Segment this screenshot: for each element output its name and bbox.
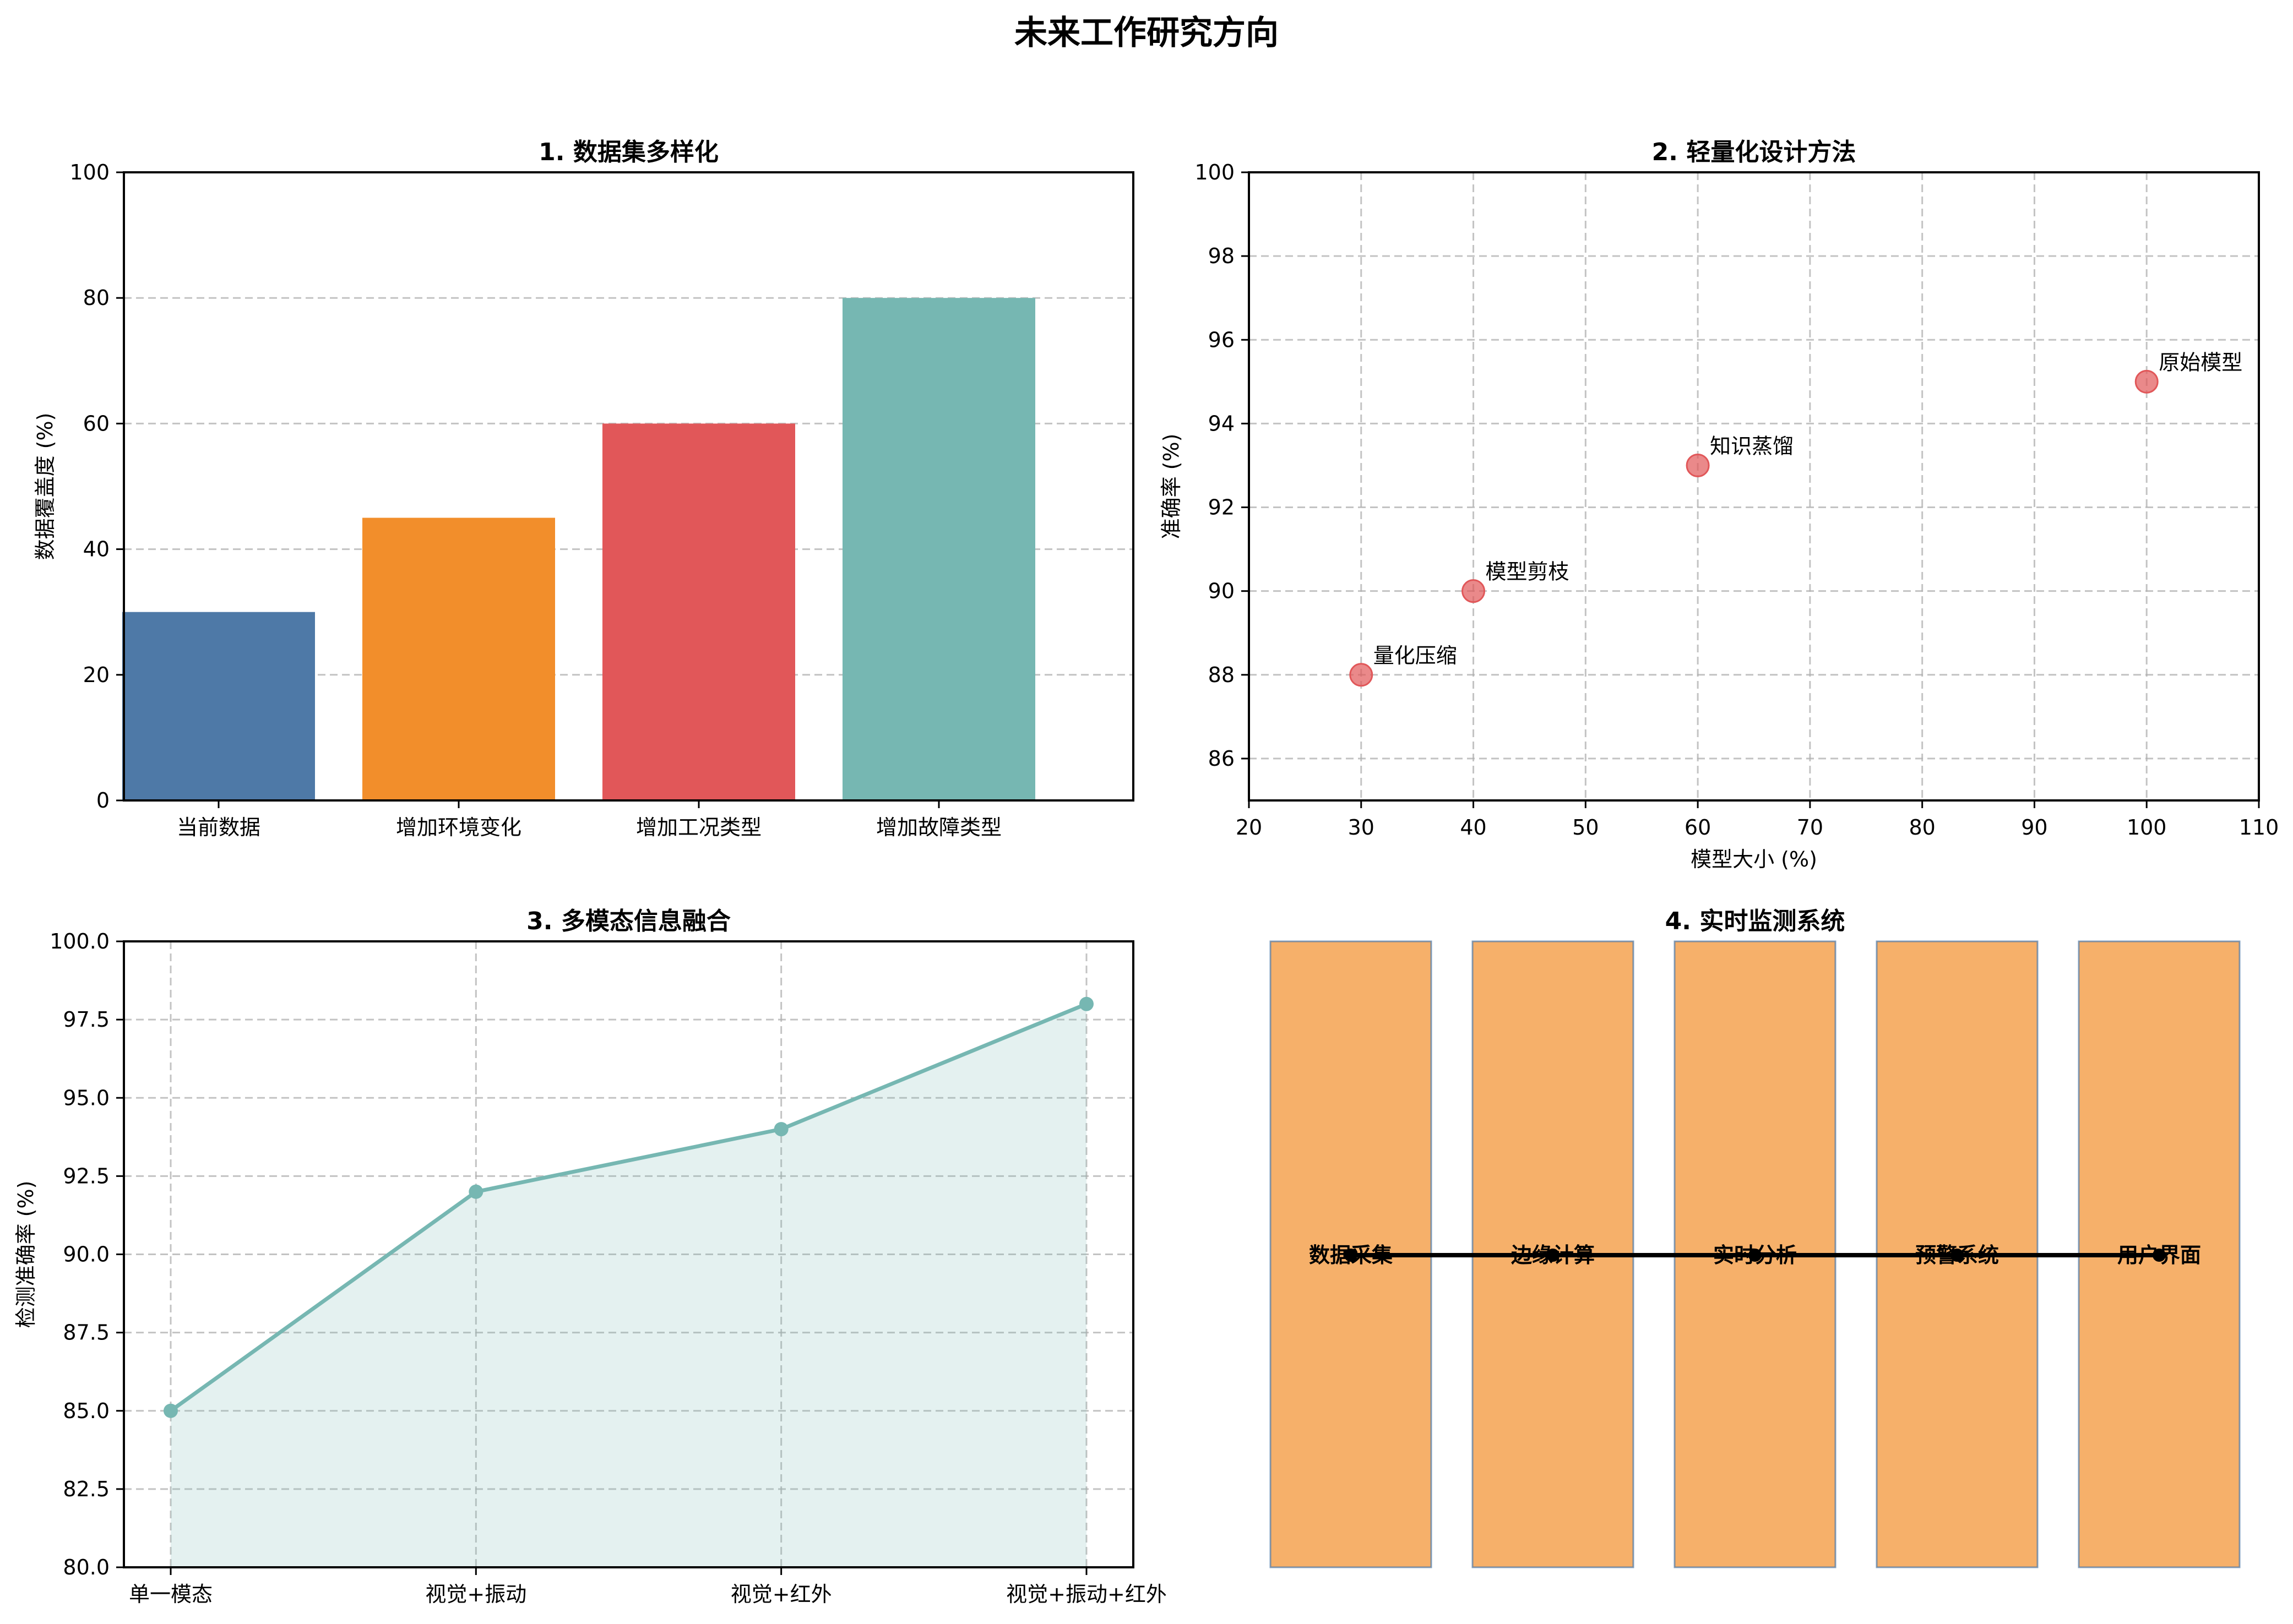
y-tick-label: 100 [1194, 160, 1235, 184]
y-axis-label: 数据覆盖度 (%) [33, 413, 57, 560]
x-tick-label: 30 [1348, 815, 1374, 840]
scatter-point [1349, 663, 1373, 687]
point-annotation: 量化压缩 [1373, 644, 1457, 668]
y-tick-label: 98 [1208, 244, 1235, 268]
y-tick-label: 0 [96, 788, 110, 813]
panel-title: 4. 实时监测系统 [1665, 907, 1845, 935]
x-tick-label: 视觉+红外 [731, 1582, 832, 1606]
stage-label: 用户界面 [2117, 1243, 2201, 1267]
axes-frame [1248, 171, 2260, 802]
axes-frame [123, 171, 1134, 802]
x-tick-label: 增加工况类型 [636, 815, 762, 840]
connector-dot [1950, 1249, 1964, 1262]
y-tick-label: 88 [1208, 663, 1235, 687]
x-tick-label: 50 [1572, 815, 1599, 840]
y-tick-label: 94 [1208, 411, 1235, 435]
bar [843, 298, 1035, 800]
y-tick-label: 97.5 [63, 1007, 110, 1032]
y-tick-label: 80.0 [63, 1555, 110, 1579]
connector-dot [1344, 1249, 1357, 1262]
point-annotation: 模型剪枝 [1486, 560, 1569, 584]
stage-label: 边缘计算 [1511, 1243, 1595, 1267]
scatter-point [1461, 579, 1486, 603]
x-tick-label: 40 [1460, 815, 1486, 840]
accuracy-line [169, 1002, 1088, 1413]
x-tick-label: 视觉+振动 [425, 1582, 526, 1606]
y-tick-label: 87.5 [63, 1321, 110, 1345]
connector-dot [1546, 1249, 1560, 1262]
line-marker [469, 1184, 483, 1199]
axes-frame [123, 940, 1134, 1568]
line-marker [164, 1403, 178, 1418]
y-tick-label: 100 [69, 160, 110, 184]
panel-title: 1. 数据集多样化 [539, 138, 719, 166]
area-fill [171, 1004, 1086, 1567]
y-tick-label: 96 [1208, 328, 1235, 352]
x-tick-label: 20 [1236, 815, 1262, 840]
point-annotation: 原始模型 [2159, 350, 2242, 374]
y-tick-label: 92.5 [63, 1164, 110, 1188]
x-tick-label: 当前数据 [177, 815, 260, 840]
panel-dataset-diversity-bar-chart: 当前数据 增加环境变化 增加工况类型 增加故障类型 0 20 40 60 80 100 1. 数据集… [33, 138, 1134, 840]
y-axis-label: 检测准确率 (%) [14, 1181, 38, 1328]
bar [122, 612, 315, 800]
y-tick-label: 82.5 [63, 1477, 110, 1501]
x-axis-label: 模型大小 (%) [1691, 847, 1817, 871]
panel-title: 2. 轻量化设计方法 [1652, 138, 1856, 166]
stage-label: 数据采集 [1309, 1243, 1393, 1267]
y-tick-label: 80 [83, 286, 110, 310]
y-tick-label: 90 [1208, 579, 1235, 603]
x-tick-label: 单一模态 [129, 1582, 213, 1606]
y-tick-label: 20 [83, 663, 110, 687]
point-annotation: 知识蒸馏 [1710, 434, 1794, 458]
x-tick-label: 60 [1685, 815, 1711, 840]
bar [362, 517, 555, 800]
panel-multimodal-fusion-area-chart: 单一模态 视觉+振动 视觉+红外 视觉+振动+红外 80.0 82.5 85.0 87.5 90… [14, 907, 1167, 1606]
x-tick-label: 增加环境变化 [396, 815, 521, 840]
connector-dot [1748, 1249, 1762, 1262]
scatter-point [1686, 453, 1710, 477]
x-tick-label: 70 [1797, 815, 1823, 840]
x-tick-label: 100 [2127, 815, 2167, 840]
stage-label: 预警系统 [1915, 1243, 1999, 1267]
y-tick-label: 92 [1208, 495, 1235, 520]
y-axis-label: 准确率 (%) [1159, 434, 1183, 539]
y-tick-label: 60 [83, 411, 110, 435]
scatter-point [2134, 369, 2159, 394]
x-tick-label: 增加故障类型 [876, 815, 1002, 840]
figure-title: 未来工作研究方向 [1014, 14, 1279, 52]
x-tick-label: 视觉+振动+红外 [1006, 1582, 1167, 1606]
y-tick-label: 90.0 [63, 1242, 110, 1267]
x-tick-label: 110 [2239, 815, 2279, 840]
bar [602, 423, 795, 800]
y-tick-label: 40 [83, 537, 110, 562]
stage-label: 实时分析 [1713, 1243, 1797, 1267]
line-marker [1079, 996, 1094, 1011]
connector-dot [2153, 1249, 2166, 1262]
y-tick-label: 95.0 [63, 1086, 110, 1110]
x-tick-label: 90 [2021, 815, 2047, 840]
line-marker [774, 1122, 789, 1137]
y-tick-label: 100.0 [50, 929, 110, 953]
y-tick-label: 86 [1208, 746, 1235, 771]
panel-title: 3. 多模态信息融合 [526, 907, 731, 935]
y-tick-label: 85.0 [63, 1399, 110, 1423]
x-tick-label: 80 [1909, 815, 1935, 840]
